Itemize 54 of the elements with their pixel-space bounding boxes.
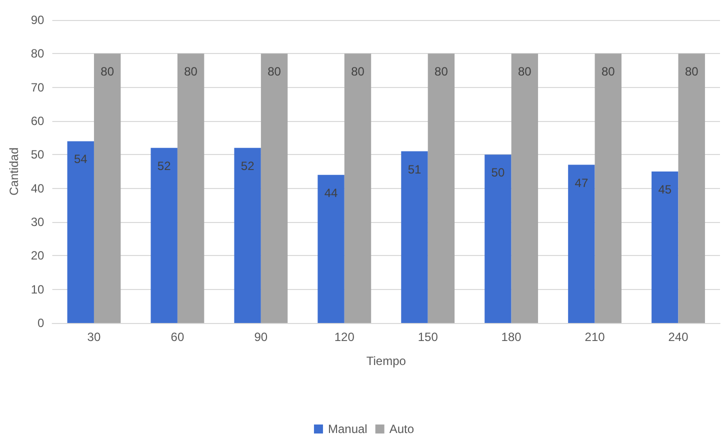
data-label: 52 — [157, 158, 172, 173]
bar — [678, 54, 705, 323]
y-tick-label: 60 — [30, 114, 45, 128]
bar — [344, 54, 372, 323]
bar — [511, 54, 538, 323]
y-tick-label: 10 — [30, 282, 45, 296]
y-axis-title: Cantidad — [7, 147, 21, 196]
data-label: 80 — [684, 64, 699, 79]
bar — [401, 151, 428, 323]
data-label: 80 — [434, 64, 448, 79]
x-tick-label: 210 — [584, 330, 606, 344]
bar — [484, 154, 512, 323]
y-tick-label: 0 — [38, 316, 45, 330]
x-tick-label: 60 — [170, 330, 184, 344]
bar — [67, 141, 94, 323]
data-label: 80 — [100, 64, 114, 79]
data-label: 80 — [351, 64, 365, 79]
y-tick-label: 20 — [30, 248, 45, 263]
y-tick-label: 90 — [30, 13, 45, 27]
bar — [594, 54, 622, 323]
x-tick-label: 120 — [334, 330, 355, 344]
data-label: 80 — [601, 64, 616, 79]
x-tick-label: 30 — [87, 330, 101, 344]
data-label: 52 — [240, 158, 255, 173]
data-label: 80 — [518, 64, 532, 79]
data-label: 51 — [408, 162, 422, 176]
bar — [150, 148, 178, 323]
x-tick-label: 90 — [254, 330, 268, 344]
data-label: 80 — [184, 64, 198, 79]
legend-label: Auto — [389, 422, 414, 436]
x-tick-label: 150 — [418, 330, 438, 344]
bar — [428, 54, 455, 323]
bar — [568, 164, 595, 323]
bar — [234, 148, 261, 323]
data-label: 44 — [324, 186, 338, 200]
bar — [318, 174, 344, 323]
x-tick-label: 240 — [668, 330, 689, 344]
data-label: 45 — [658, 182, 672, 196]
y-tick-label: 50 — [30, 148, 45, 162]
bar — [652, 172, 678, 323]
x-axis-title: Tiempo — [366, 354, 406, 368]
y-tick-label: 30 — [30, 215, 45, 229]
bar — [177, 54, 204, 323]
y-tick-label: 80 — [30, 46, 45, 61]
data-label: 50 — [491, 166, 505, 180]
x-tick-label: 180 — [501, 330, 522, 344]
y-tick-label: 40 — [30, 181, 45, 196]
y-tick-label: 70 — [30, 80, 45, 94]
bar — [94, 54, 121, 323]
data-label: 47 — [574, 176, 588, 190]
bar — [260, 54, 288, 323]
legend-label: Manual — [328, 422, 368, 436]
data-label: 80 — [268, 64, 282, 79]
data-label: 54 — [74, 152, 88, 166]
